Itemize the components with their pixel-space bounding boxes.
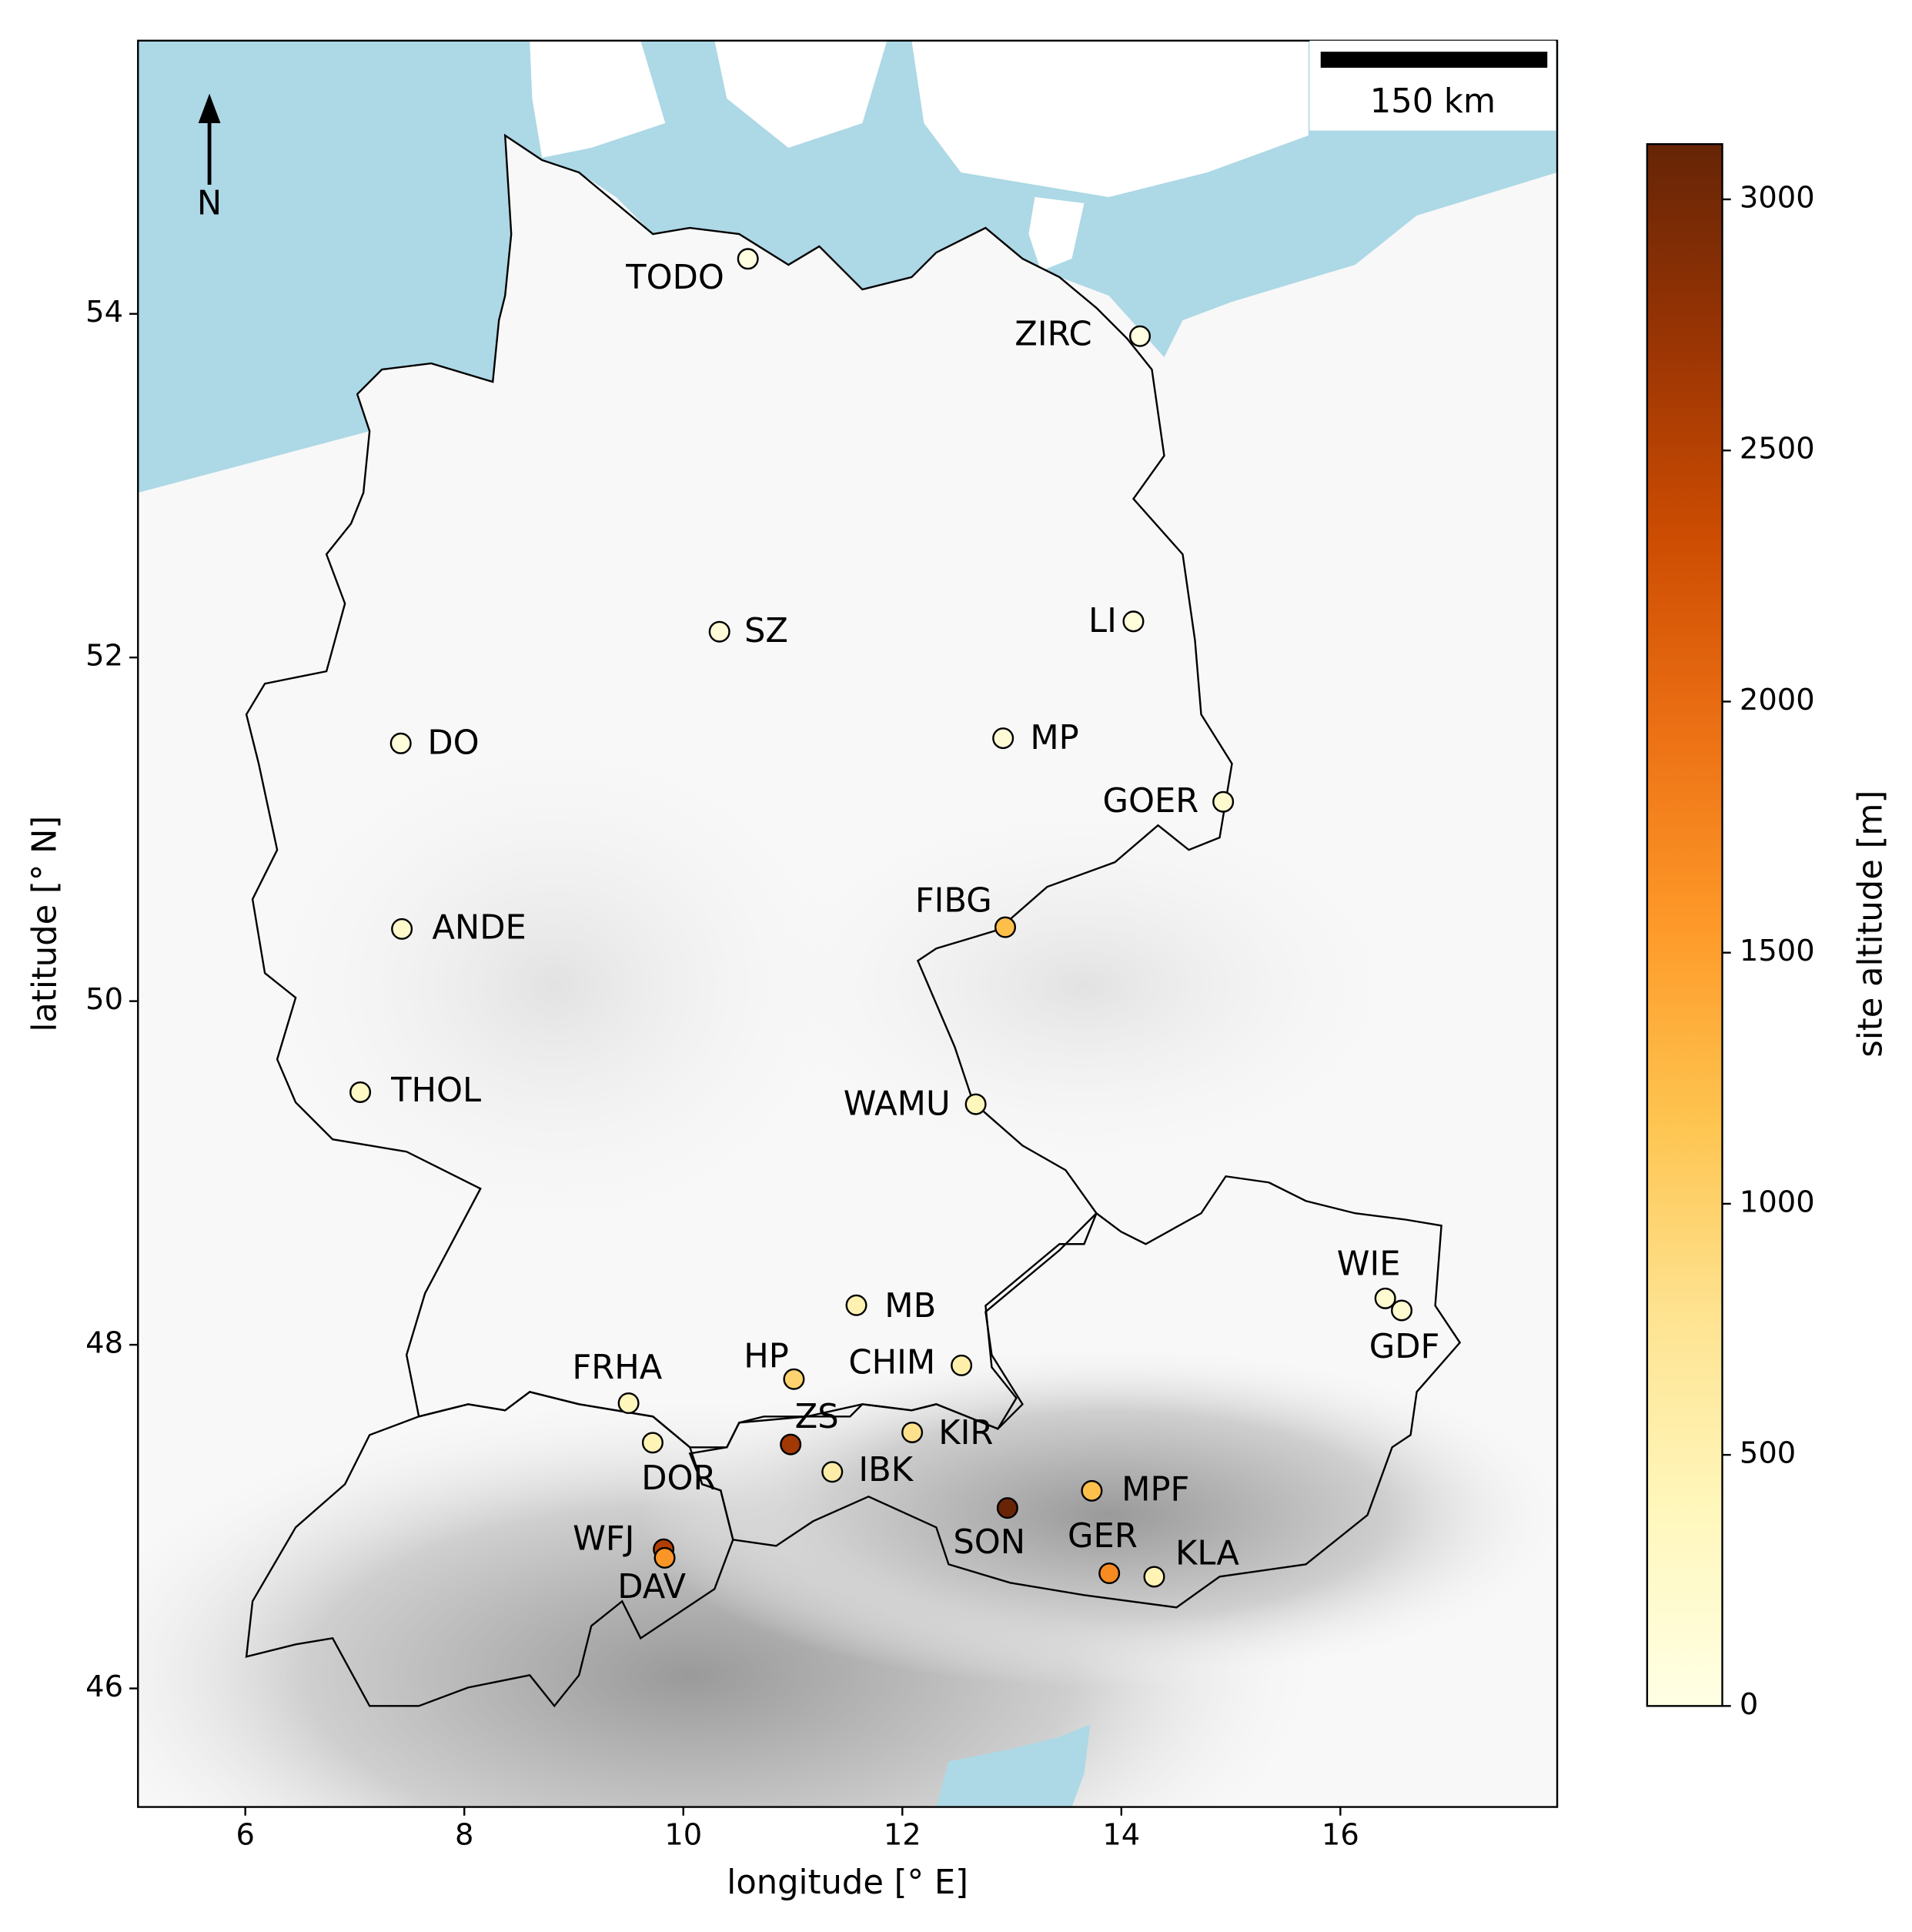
site-marker [389,732,412,754]
site-label: MPF [1121,1470,1189,1509]
site-marker [391,918,413,940]
plot-frame [137,39,1559,1808]
site-marker [1391,1299,1413,1322]
site-label: KLA [1175,1535,1239,1573]
site-label: MB [884,1287,936,1325]
site-label: DO [427,724,479,763]
site-marker [1081,1479,1103,1502]
x-tick-label: 8 [455,1817,473,1852]
site-marker [783,1368,805,1390]
x-tick-label: 14 [1102,1817,1140,1852]
site-label: DAV [617,1568,686,1606]
site-label: IBK [858,1451,914,1489]
north-arrow-head [198,93,221,124]
sea [936,1724,1091,1807]
site-marker [994,916,1017,938]
colorbar-tick-label: 1500 [1740,934,1815,968]
site-marker [1129,325,1152,347]
site-label: SZ [744,612,788,650]
site-marker [1374,1287,1396,1309]
y-tick-label: 48 [85,1326,123,1361]
site-label: WIE [1337,1245,1401,1284]
x-tick-label: 10 [664,1817,702,1852]
y-tick-label: 50 [85,982,123,1017]
site-marker [1143,1566,1165,1588]
land [530,40,1309,272]
site-marker [1098,1562,1121,1584]
colorbar [1646,143,1723,1707]
site-label: WAMU [844,1085,951,1124]
site-marker [708,620,730,643]
site-marker [617,1392,640,1414]
site-label: ZS [795,1398,839,1436]
site-label: ANDE [432,909,526,948]
north-label: N [197,185,222,223]
site-label: FRHA [572,1349,662,1387]
colorbar-label: site altitude [m] [1851,791,1890,1058]
site-marker [901,1421,924,1443]
scale-bar-label: 150 km [1370,82,1496,121]
site-marker [349,1081,372,1103]
site-label: LI [1088,602,1117,640]
site-marker [996,1497,1018,1519]
site-marker [780,1433,802,1456]
site-marker [821,1461,844,1483]
scale-bar [1320,52,1548,69]
site-label: FIBG [915,881,992,920]
colorbar-tick-label: 2000 [1740,683,1815,717]
site-marker [1122,610,1145,633]
site-label: MP [1030,719,1078,757]
site-marker [951,1354,973,1376]
colorbar-tick-label: 500 [1740,1436,1796,1471]
site-label: CHIM [848,1344,935,1382]
x-tick-label: 12 [884,1817,921,1852]
site-marker [737,248,759,270]
site-label: THOL [390,1071,481,1110]
site-marker [653,1546,676,1569]
site-label: GOER [1102,782,1198,821]
colorbar-tick-label: 0 [1740,1687,1758,1722]
site-marker [1212,791,1235,813]
colorbar-tick-label: 3000 [1740,181,1815,216]
y-tick-label: 46 [85,1670,123,1704]
y-axis-label: latitude [° N] [25,816,64,1032]
site-label: KIR [938,1414,993,1452]
y-tick-label: 52 [85,639,123,674]
site-label: GER [1068,1517,1138,1556]
x-tick-label: 16 [1322,1817,1359,1852]
site-marker [992,727,1014,750]
site-marker [641,1432,664,1454]
colorbar-tick-label: 1000 [1740,1185,1815,1219]
colorbar-tick-label: 2500 [1740,432,1815,466]
site-label: TODO [625,259,724,297]
site-marker [845,1294,867,1316]
site-label: GDF [1369,1328,1440,1366]
site-label: WFJ [573,1519,634,1558]
site-label: DOR [641,1459,716,1498]
x-axis-label: longitude [° E] [727,1863,968,1902]
site-marker [964,1093,987,1115]
map-background [138,40,1558,1807]
plot-content: 6 8 10 12 14 16 46 48 50 52 54 0 500 1000 1500 2000 2500… [85,143,1815,1852]
site-label: ZIRC [1014,315,1091,353]
site-label: HP [744,1338,789,1376]
site-label: SON [953,1523,1025,1562]
y-tick-label: 54 [85,295,123,329]
x-tick-label: 6 [236,1817,254,1852]
